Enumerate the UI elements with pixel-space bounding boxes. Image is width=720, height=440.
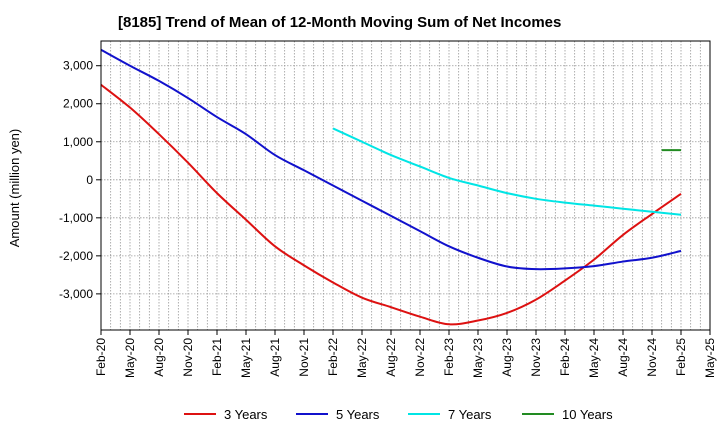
- y-axis-title: Amount (million yen): [7, 129, 22, 248]
- x-tick-label: Nov-22: [413, 338, 427, 377]
- x-tick-label: Feb-20: [94, 338, 108, 376]
- series-lines: [100, 48, 682, 326]
- y-tick-label: 0: [86, 173, 93, 187]
- y-tick-label: -3,000: [59, 287, 93, 301]
- legend-label-3-years: 3 Years: [224, 407, 268, 422]
- x-tick-label: Feb-23: [442, 338, 456, 376]
- y-tick-label: -1,000: [59, 211, 93, 225]
- x-tick-label: Feb-25: [674, 338, 688, 376]
- x-tick-label: Aug-23: [500, 338, 514, 377]
- series-line-7-years: [332, 127, 682, 216]
- y-tick-label: 1,000: [63, 135, 93, 149]
- x-tick-label: Aug-24: [616, 338, 630, 377]
- x-tick-label: May-25: [703, 338, 717, 378]
- x-tick-label: Aug-21: [268, 338, 282, 377]
- x-tick-label: Feb-24: [558, 338, 572, 376]
- y-tick-label: 2,000: [63, 97, 93, 111]
- x-tick-label: May-20: [123, 338, 137, 378]
- x-tick-label: May-24: [587, 338, 601, 378]
- x-tick-label: Feb-21: [210, 338, 224, 376]
- legend-label-7-years: 7 Years: [448, 407, 492, 422]
- x-tick-label: May-23: [471, 338, 485, 378]
- x-tick-label: May-21: [239, 338, 253, 378]
- legend-label-5-years: 5 Years: [336, 407, 380, 422]
- y-tick-label: -2,000: [59, 249, 93, 263]
- legend-label-10-years: 10 Years: [562, 407, 613, 422]
- legend: 3 Years 5 Years 7 Years 10 Years: [184, 407, 613, 422]
- x-tick-label: Nov-23: [529, 338, 543, 377]
- x-tick-label: Nov-20: [181, 338, 195, 377]
- x-tick-label: Nov-21: [297, 338, 311, 377]
- plot-frame: [100, 40, 711, 331]
- x-tick-label: Aug-20: [152, 338, 166, 377]
- x-gridlines: [110, 41, 701, 330]
- plot-area: [101, 41, 710, 330]
- x-tick-label: Aug-22: [384, 338, 398, 377]
- x-tick-label: Feb-22: [326, 338, 340, 376]
- chart-title: [8185] Trend of Mean of 12-Month Moving …: [118, 14, 562, 31]
- series-line-5-years: [100, 48, 682, 271]
- y-axis-ticks: 3,000 2,000 1,000 0 -1,000 -2,000 -3,000: [59, 59, 101, 301]
- x-tick-label: May-22: [355, 338, 369, 378]
- x-axis-ticks: Feb-20 May-20 Aug-20 Nov-20 Feb-21 May-21 Aug-…: [94, 330, 717, 378]
- x-tick-label: Nov-24: [645, 338, 659, 377]
- y-gridlines: [101, 65, 710, 295]
- y-tick-label: 3,000: [63, 59, 93, 73]
